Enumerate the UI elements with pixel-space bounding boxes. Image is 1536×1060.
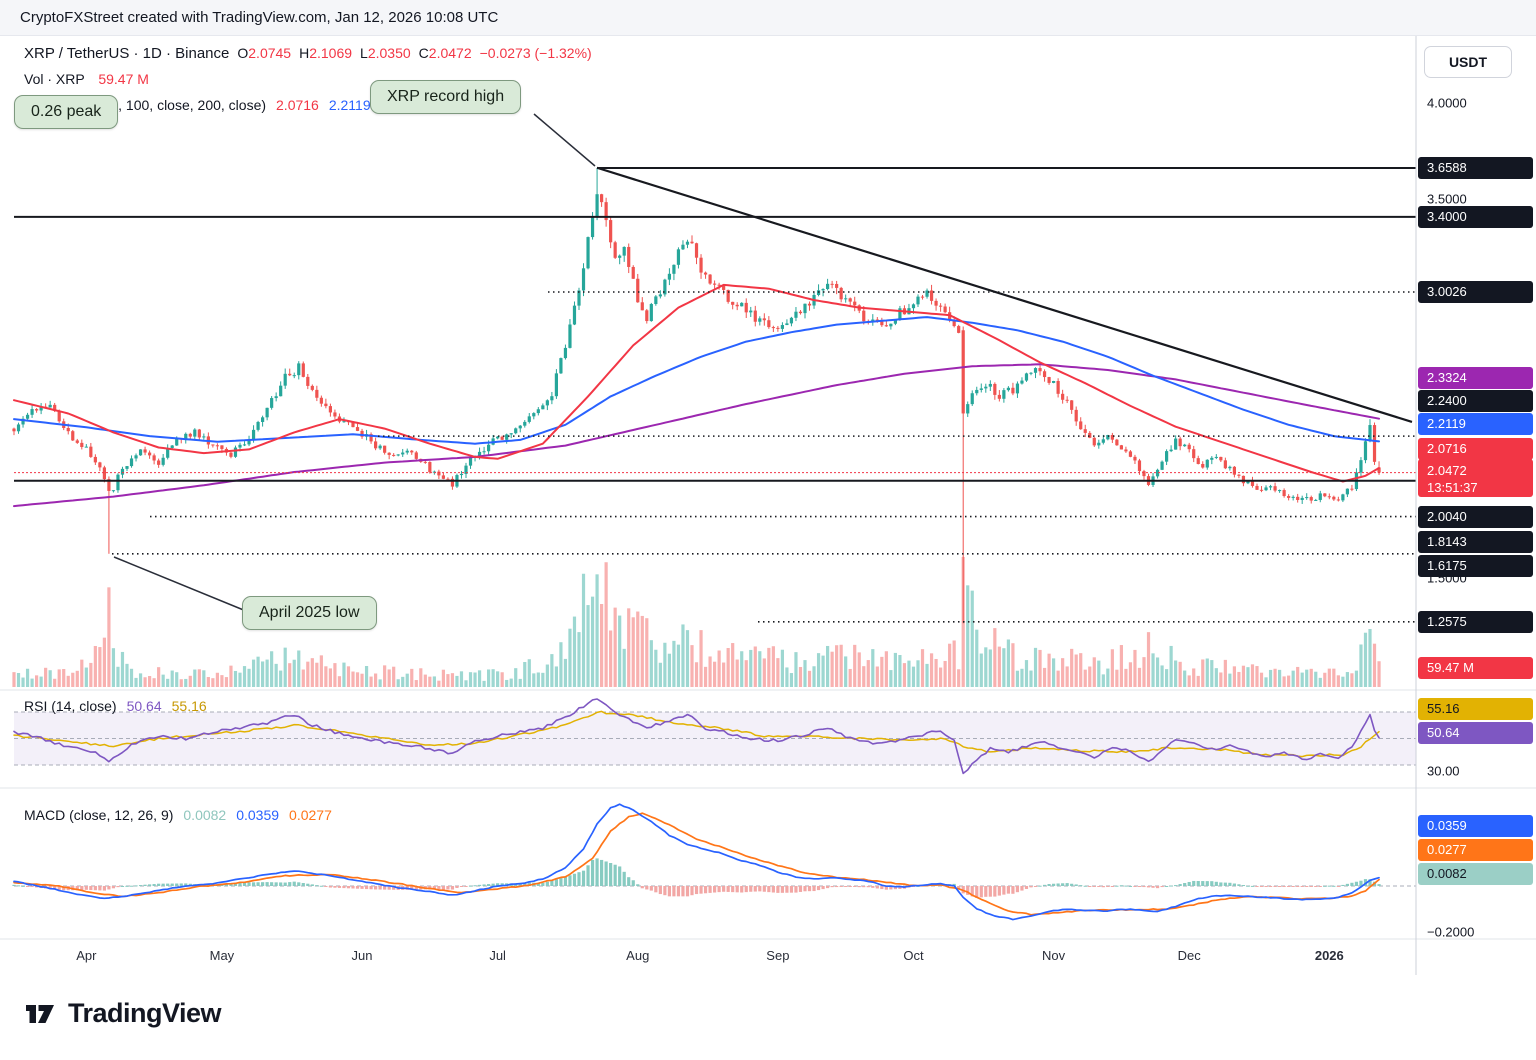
axis-badge: 0.0082 — [1418, 863, 1533, 885]
attribution-text: CryptoFXStreet created with TradingView.… — [20, 9, 499, 26]
time-label: Apr — [76, 948, 97, 963]
rsi-pane[interactable] — [13, 698, 1380, 775]
time-label: Sep — [766, 948, 790, 963]
legend-value: 2.0716 — [276, 97, 319, 113]
axis-badge: 2.3324 — [1418, 367, 1533, 389]
time-label: Jul — [489, 948, 506, 963]
axis-badge: 3.6588 — [1418, 157, 1533, 179]
tradingview-wordmark: TradingView — [68, 998, 222, 1028]
candlestick-series — [12, 167, 1381, 624]
time-label: Dec — [1177, 948, 1201, 963]
axis-badge: 2.2400 — [1418, 390, 1533, 412]
time-label: Jun — [351, 948, 373, 963]
axis-badge: 2.2119 — [1418, 413, 1533, 435]
currency-toggle-button[interactable]: USDT — [1424, 46, 1512, 78]
legend-value: C2.0472 — [418, 45, 472, 61]
descending-trendline[interactable] — [596, 166, 1413, 424]
axis-badge: 50.64 — [1418, 722, 1533, 744]
time-label: 2026 — [1314, 948, 1344, 963]
tradingview-logo-icon — [26, 1004, 54, 1023]
axis-label: −0.2000 — [1427, 924, 1475, 940]
symbol-title[interactable]: XRP / TetherUS · 1D · Binance — [24, 45, 230, 62]
axis-label: 4.0000 — [1427, 95, 1467, 111]
volume-series — [12, 557, 1381, 687]
annotation-pointer-line — [533, 113, 596, 167]
legend-value: H2.1069 — [299, 45, 353, 61]
axis-badge: 1.6175 — [1418, 555, 1533, 577]
legend-value: L2.0350 — [360, 45, 411, 61]
legend-value: 55.16 — [171, 698, 207, 714]
annotation-april-low[interactable]: April 2025 low — [242, 596, 377, 630]
annotation-pointer-line — [113, 556, 247, 612]
legend-value: 0.0359 — [236, 807, 280, 823]
currency-label: USDT — [1448, 54, 1488, 70]
bar-countdown: 13:51:37 — [1427, 480, 1478, 495]
legend-value: 2.2119 — [328, 97, 371, 113]
legend-value: 0.0277 — [289, 807, 332, 823]
time-label: Oct — [903, 948, 924, 963]
tradingview-logo[interactable]: TradingView — [22, 998, 222, 1029]
axis-badge: 1.8143 — [1418, 531, 1533, 553]
macd-pane[interactable] — [12, 803, 1381, 921]
time-label: Aug — [626, 948, 650, 963]
axis-badge: 3.4000 — [1418, 206, 1533, 228]
time-label: Nov — [1042, 948, 1066, 963]
axis-badge: 1.2575 — [1418, 611, 1533, 633]
legend-value: 50.64 — [126, 698, 162, 714]
axis-label: 30.00 — [1427, 763, 1460, 779]
time-label: May — [209, 948, 235, 963]
volume-label: Vol · XRP — [24, 71, 85, 87]
current-price-value: 2.0472 — [1427, 463, 1467, 478]
axis-badge: 59.47 M — [1418, 657, 1533, 679]
current-price-badge: 2.0472 13:51:37 — [1418, 459, 1533, 497]
rsi-band — [14, 711, 1416, 766]
symbol-legend[interactable]: XRP / TetherUS · 1D · Binance O2.0745 H2.1… — [24, 45, 592, 62]
macd-legend[interactable]: MACD (close, 12, 26, 9) 0.0082 0.0359 0.027… — [24, 807, 332, 823]
rsi-label: RSI (14, close) — [24, 698, 117, 714]
legend-value: O2.0745 — [237, 45, 292, 61]
volume-legend[interactable]: Vol · XRP 59.47 M — [24, 71, 149, 87]
horizontal-levels[interactable] — [14, 166, 1416, 623]
annotation-peak[interactable]: 0.26 peak — [14, 95, 119, 129]
macd-histogram — [12, 858, 1381, 898]
macd-values: 0.0082 0.0359 0.0277 — [173, 807, 331, 823]
annotation-record-high-text: XRP record high — [387, 88, 505, 105]
change-value: −0.0273 (−1.32%) — [479, 45, 592, 61]
axis-badge: 2.0716 — [1418, 438, 1533, 460]
ohlc-values: O2.0745 H2.1069 L2.0350 C2.0472 — [229, 45, 471, 61]
main-price-pane[interactable] — [12, 167, 1381, 687]
annotation-record-high[interactable]: XRP record high — [370, 80, 522, 114]
annotation-april-low-text: April 2025 low — [259, 604, 360, 621]
macd-label: MACD (close, 12, 26, 9) — [24, 807, 174, 823]
legend-value: 0.0082 — [183, 807, 227, 823]
axis-badge: 3.0026 — [1418, 281, 1533, 303]
axis-label: 3.5000 — [1427, 191, 1467, 207]
axis-badge: 2.0040 — [1418, 506, 1533, 528]
rsi-legend[interactable]: RSI (14, close) 50.64 55.16 — [24, 698, 207, 714]
rsi-values: 50.64 55.16 — [117, 698, 207, 714]
attribution-bar: CryptoFXStreet created with TradingView.… — [0, 0, 1536, 36]
axis-badge: 0.0277 — [1418, 839, 1533, 861]
axis-badge: 0.0359 — [1418, 815, 1533, 837]
annotation-peak-text: 0.26 peak — [31, 103, 102, 120]
axis-badge: 55.16 — [1418, 698, 1533, 720]
volume-value: 59.47 M — [98, 71, 149, 87]
